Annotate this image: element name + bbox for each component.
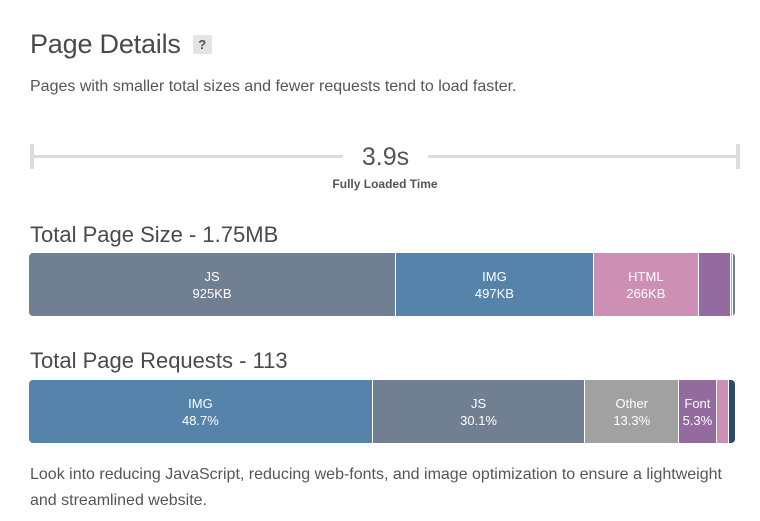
page-size-segment-label: IMG [482, 268, 507, 284]
page-requests-segment-value: 30.1% [460, 412, 497, 428]
page-requests-segment-unlabeled-4[interactable] [716, 380, 730, 443]
page-size-segment-js[interactable]: JS 925KB [29, 253, 397, 316]
page-size-bar: JS 925KB IMG 497KB HTML 266KB [29, 253, 735, 316]
page-size-segment-value: 497KB [474, 285, 514, 301]
page-size-segment-unlabeled-3[interactable] [698, 253, 731, 316]
page-requests-segment-label: JS [470, 395, 487, 411]
page-size-segment-value: 925KB [192, 285, 232, 301]
page-requests-segment-font[interactable]: Font 5.3% [679, 380, 717, 443]
page-requests-segment-value: 13.3% [613, 412, 651, 428]
page-requests-segment-img[interactable]: IMG 48.7% [29, 380, 373, 443]
page-size-segment-label: HTML [628, 268, 664, 284]
page-requests-segment-other[interactable]: Other 13.3% [585, 380, 680, 443]
page-size-segment-value: 266KB [626, 285, 666, 301]
page-details-header: Page Details ? [30, 26, 212, 62]
fully-loaded-timeline: 3.9s Fully Loaded Time [30, 140, 740, 196]
page-size-segment-unlabeled-4[interactable] [730, 253, 733, 316]
page-requests-segment-js[interactable]: JS 30.1% [372, 380, 586, 443]
timeline-line-left [30, 155, 343, 158]
page-requests-segment-value: 48.7% [181, 412, 219, 428]
fully-loaded-time-value: 3.9s [361, 143, 410, 171]
page-requests-segment-unlabeled-5[interactable] [729, 380, 735, 443]
page-requests-bar: IMG 48.7% JS 30.1% Other 13.3% Font 5.3% [29, 380, 735, 443]
page-size-segment-unlabeled-5[interactable] [732, 253, 735, 316]
timeline-end-cap [736, 144, 740, 169]
total-page-requests-title: Total Page Requests - 113 [30, 348, 288, 373]
timeline-line-right [428, 155, 740, 158]
page-requests-segment-label: IMG [188, 395, 213, 411]
page-size-segment-label: JS [204, 268, 220, 284]
page-size-segment-img[interactable]: IMG 497KB [396, 253, 594, 316]
page-size-segment-html[interactable]: HTML 266KB [593, 253, 699, 316]
total-page-size-title: Total Page Size - 1.75MB [30, 222, 279, 247]
help-icon[interactable]: ? [192, 34, 212, 54]
page-requests-segment-value: 5.3% [682, 412, 713, 428]
page-requests-segment-label: Other [615, 395, 649, 411]
page-requests-segment-label: Font [684, 395, 711, 411]
page-subtitle: Pages with smaller total sizes and fewer… [30, 78, 517, 95]
optimization-note: Look into reducing JavaScript, reducing … [30, 466, 722, 509]
page-title: Page Details [30, 28, 181, 59]
fully-loaded-time-label: Fully Loaded Time [332, 177, 438, 191]
